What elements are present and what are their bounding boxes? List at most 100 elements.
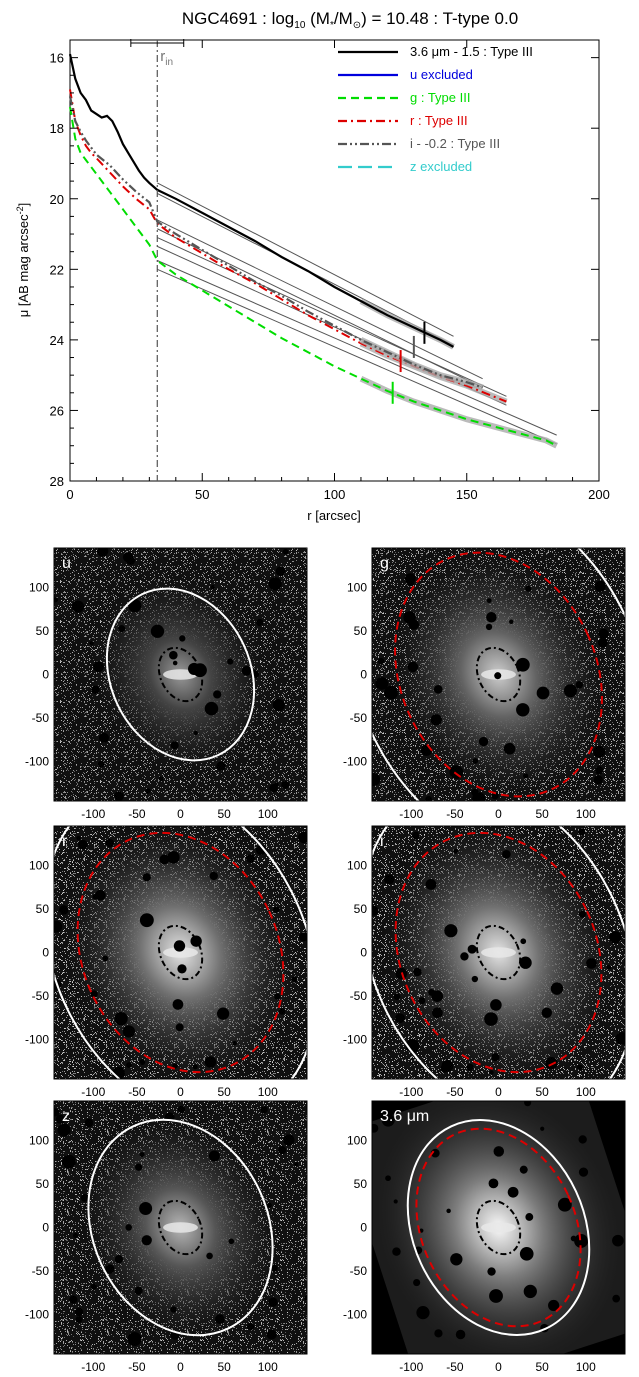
mask-blob <box>493 1146 505 1157</box>
mask-blob <box>612 1234 624 1247</box>
mask-blob <box>597 637 608 648</box>
mask-blob <box>375 677 389 690</box>
mask-blob <box>515 657 530 672</box>
chart-title: NGC4691 : log10 (M*/M⊙) = 10.48 : T-type… <box>182 9 518 31</box>
panel-x-tick-label: 0 <box>495 1085 502 1099</box>
panel-y-tick-label: 100 <box>29 858 49 872</box>
mask-blob <box>440 1064 449 1073</box>
mask-blob <box>425 796 433 801</box>
panel-y-tick-label: -100 <box>25 755 49 769</box>
legend-label: z excluded <box>410 159 472 174</box>
legend-label: g : Type III <box>410 90 470 105</box>
mask-blob <box>372 1327 379 1335</box>
mask-blob <box>545 1057 558 1070</box>
panel-y-tick-label: 50 <box>354 902 368 916</box>
mask-blob <box>75 1316 83 1323</box>
y-tick-label: 22 <box>50 262 64 277</box>
y-tick-label: 16 <box>50 51 64 66</box>
galaxy-bar <box>163 1222 198 1233</box>
aperture-ellipse <box>157 924 204 981</box>
panel-label: i <box>380 833 384 850</box>
mask-blob <box>209 871 218 881</box>
panel-x-tick-label: 0 <box>177 1360 184 1374</box>
panel-frame <box>371 547 626 802</box>
mask-blob <box>385 1341 390 1346</box>
mask-blob <box>413 967 422 977</box>
mask-blob <box>281 780 290 789</box>
image-panels: u -100 -50 0 50 100 100 50 0 -50 -100 g -100 -50 0 50 10… <box>25 547 626 1374</box>
mask-blob <box>434 1329 443 1338</box>
panel-y-tick-label: 0 <box>42 668 49 682</box>
image-panel-r: r -100 -50 0 50 100 100 50 0 -50 -100 <box>25 825 308 1099</box>
panel-x-tick-label: 50 <box>217 807 231 821</box>
panel-y-tick-label: -100 <box>343 1033 367 1047</box>
mask-blob <box>486 598 492 604</box>
mask-blob <box>266 1202 272 1208</box>
mask-blob <box>158 776 164 782</box>
mask-blob <box>523 1284 537 1299</box>
mask-blob <box>471 975 479 983</box>
mask-blob <box>76 835 81 841</box>
mask-blob <box>594 766 604 775</box>
panel-x-tick-label: 100 <box>576 1360 596 1374</box>
panel-y-tick-label: 100 <box>347 580 367 594</box>
mask-blob <box>372 772 381 787</box>
panel-y-tick-label: -100 <box>25 1033 49 1047</box>
panel-frame <box>53 547 308 802</box>
panel-y-tick-label: -50 <box>32 989 50 1003</box>
panel-x-tick-label: -50 <box>446 1085 464 1099</box>
mask-blob <box>275 566 286 577</box>
panel-y-tick-label: 0 <box>360 946 367 960</box>
mask-blob <box>125 1224 133 1231</box>
series-g <box>69 106 558 447</box>
mask-blob <box>77 839 88 850</box>
panel-y-tick-label: -100 <box>343 755 367 769</box>
aperture-ellipse <box>475 1199 522 1256</box>
mask-blob <box>460 952 469 961</box>
mask-blob <box>80 1193 89 1202</box>
mask-blob <box>282 548 289 555</box>
fit-line <box>157 237 507 397</box>
mask-blob <box>586 958 597 969</box>
mask-blob <box>142 873 151 882</box>
mask-blob <box>172 1063 178 1069</box>
panel-y-tick-label: 50 <box>354 624 368 638</box>
mask-blob <box>172 999 184 1010</box>
mask-blob <box>593 745 606 758</box>
mask-blob <box>509 619 514 624</box>
aperture-ellipse <box>157 646 204 703</box>
panel-x-tick-label: 100 <box>258 807 278 821</box>
x-tick-label: 50 <box>195 487 209 502</box>
mask-blob <box>246 1322 255 1331</box>
mask-blob <box>519 1246 534 1261</box>
legend-label: 3.6 μm - 1.5 : Type III <box>410 44 533 59</box>
inner-radius-marker: rin <box>130 39 185 481</box>
mask-blob <box>412 831 420 840</box>
mask-blob <box>268 577 282 591</box>
galaxy-bar <box>481 947 516 958</box>
mask-blob <box>96 548 109 557</box>
mask-blob <box>540 1126 545 1131</box>
panel-x-tick-label: 0 <box>495 1360 502 1374</box>
mask-blob <box>139 1202 153 1216</box>
mask-blob <box>114 1255 124 1264</box>
mask-blob <box>291 976 298 983</box>
panel-y-tick-label: -50 <box>32 1264 50 1278</box>
mask-blob <box>594 580 606 592</box>
aperture-ellipse <box>54 826 307 1079</box>
mask-blob <box>577 1064 583 1071</box>
fit-line <box>157 260 557 436</box>
mask-blob <box>413 1278 421 1287</box>
mask-blob <box>54 597 59 603</box>
mask-blob <box>557 1197 572 1212</box>
legend-label: u excluded <box>410 67 473 82</box>
mask-blob <box>431 990 444 1003</box>
mask-blob <box>384 685 398 700</box>
mask-blob <box>260 1106 268 1114</box>
panel-y-tick-label: -100 <box>25 1308 49 1322</box>
panel-x-tick-label: -100 <box>399 1085 423 1099</box>
y-tick-label: 26 <box>50 403 64 418</box>
mask-blob <box>484 1012 498 1026</box>
image-panel-i: i -100 -50 0 50 100 100 50 0 -50 -100 <box>343 825 626 1099</box>
mask-blob <box>416 1306 430 1320</box>
